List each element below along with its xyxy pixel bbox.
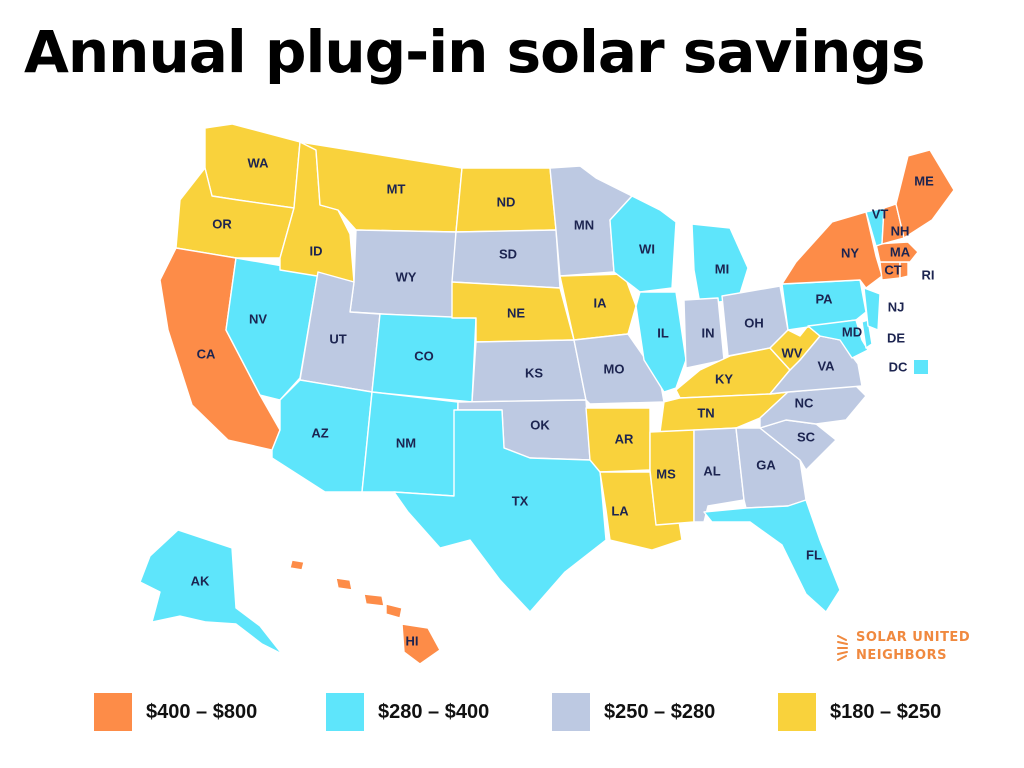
legend-swatch xyxy=(326,693,364,731)
state-label-oh: OH xyxy=(744,315,764,330)
state-label-nm: NM xyxy=(396,435,416,450)
legend-item-180-250: $180 – $250 xyxy=(778,690,941,734)
state-label-ne: NE xyxy=(507,305,525,320)
sun-icon xyxy=(837,635,848,661)
state-label-tx: TX xyxy=(512,493,529,508)
state-label-ga: GA xyxy=(756,457,776,472)
state-hi[interactable] xyxy=(289,559,441,665)
state-fl[interactable] xyxy=(703,499,841,613)
state-label-la: LA xyxy=(611,503,629,518)
state-md[interactable] xyxy=(807,319,869,359)
state-label-md: MD xyxy=(842,324,862,339)
state-label-ma: MA xyxy=(890,244,911,259)
state-label-hi: HI xyxy=(406,633,419,648)
state-label-sd: SD xyxy=(499,246,517,261)
state-label-sc: SC xyxy=(797,429,816,444)
logo-line-1: SOLAR UNITED xyxy=(856,630,971,645)
state-label-vt: VT xyxy=(872,206,889,221)
state-label-wv: WV xyxy=(782,345,803,360)
state-label-ia: IA xyxy=(594,295,608,310)
state-label-va: VA xyxy=(817,358,835,373)
legend-swatch xyxy=(552,693,590,731)
state-ma[interactable] xyxy=(875,241,919,263)
solar-united-neighbors-logo: SOLAR UNITED NEIGHBORS xyxy=(836,628,970,668)
state-ms[interactable] xyxy=(649,429,695,526)
map-title: Annual plug-in solar savings xyxy=(24,18,925,86)
state-label-mo: MO xyxy=(604,361,625,376)
state-label-ar: AR xyxy=(615,431,634,446)
state-label-id: ID xyxy=(310,243,323,258)
state-dc[interactable] xyxy=(914,360,928,374)
legend-swatch xyxy=(778,693,816,731)
state-ny[interactable] xyxy=(781,211,883,289)
state-me[interactable] xyxy=(895,149,955,239)
legend-label: $400 – $800 xyxy=(146,700,258,723)
legend-item-400-800: $400 – $800 xyxy=(94,690,257,734)
state-label-mt: MT xyxy=(387,181,406,196)
state-label-ct: CT xyxy=(884,262,901,277)
state-label-nc: NC xyxy=(795,395,814,410)
state-label-ky: KY xyxy=(715,371,733,386)
state-label-mn: MN xyxy=(574,217,594,232)
state-il[interactable] xyxy=(635,291,687,393)
state-label-me: ME xyxy=(914,173,934,188)
legend-swatch xyxy=(94,693,132,731)
state-tx[interactable] xyxy=(393,409,607,613)
state-label-az: AZ xyxy=(311,425,328,440)
state-label-wi: WI xyxy=(639,241,655,256)
state-wi[interactable] xyxy=(609,195,677,293)
state-ak[interactable] xyxy=(139,529,283,655)
state-label-il: IL xyxy=(657,325,669,340)
state-label-ok: OK xyxy=(530,417,550,432)
state-label-in: IN xyxy=(702,325,715,340)
legend-label: $280 – $400 xyxy=(378,700,490,723)
state-label-al: AL xyxy=(703,463,720,478)
legend-item-250-280: $250 – $280 xyxy=(552,690,715,734)
state-ar[interactable] xyxy=(585,407,651,473)
state-label-ri: RI xyxy=(922,267,935,282)
state-label-ms: MS xyxy=(656,466,676,481)
state-label-wy: WY xyxy=(396,269,417,284)
legend-label: $180 – $250 xyxy=(830,700,942,723)
legend-label: $250 – $280 xyxy=(604,700,716,723)
state-label-mi: MI xyxy=(715,261,729,276)
state-label-ak: AK xyxy=(191,573,210,588)
legend: $400 – $800 $280 – $400 $250 – $280 $180… xyxy=(94,690,964,734)
state-label-co: CO xyxy=(414,348,434,363)
state-label-fl: FL xyxy=(806,547,822,562)
state-label-pa: PA xyxy=(815,291,833,306)
state-label-nh: NH xyxy=(891,223,910,238)
logo-line-2: NEIGHBORS xyxy=(856,648,947,663)
state-label-de: DE xyxy=(887,330,905,345)
state-label-tn: TN xyxy=(697,405,714,420)
state-de[interactable] xyxy=(861,319,873,349)
state-label-ks: KS xyxy=(525,365,543,380)
state-nj[interactable] xyxy=(863,287,881,331)
state-label-ny: NY xyxy=(841,245,859,260)
state-label-ut: UT xyxy=(329,331,346,346)
state-label-ca: CA xyxy=(197,346,216,361)
legend-item-280-400: $280 – $400 xyxy=(326,690,489,734)
state-label-nj: NJ xyxy=(888,299,905,314)
state-ia[interactable] xyxy=(559,273,637,341)
state-label-nd: ND xyxy=(497,194,516,209)
state-label-or: OR xyxy=(212,216,232,231)
state-label-wa: WA xyxy=(248,155,270,170)
state-label-nv: NV xyxy=(249,311,267,326)
state-label-dc: DC xyxy=(889,359,908,374)
